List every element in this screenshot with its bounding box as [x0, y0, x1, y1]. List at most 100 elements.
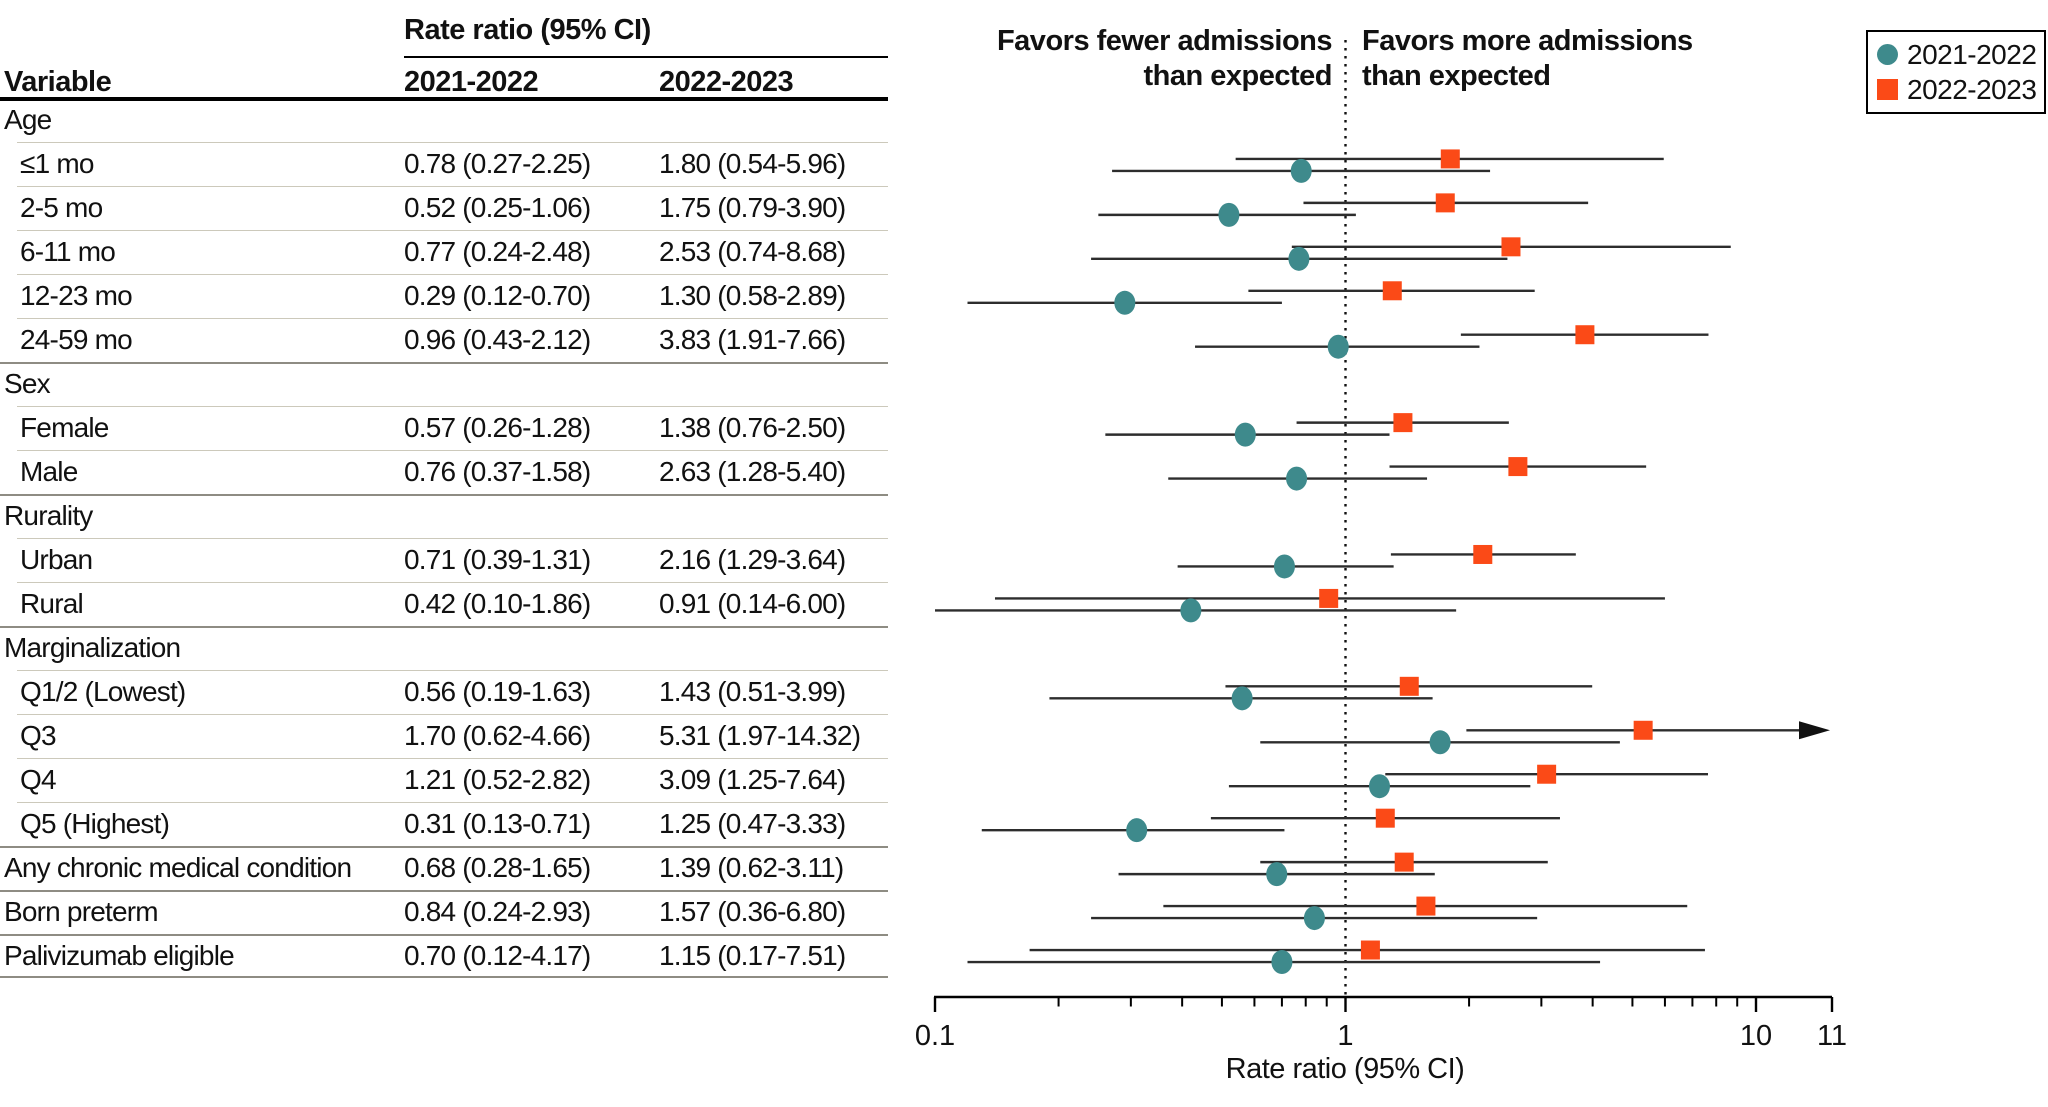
rate-ratio-2021-2022: 0.42 (0.10-1.86): [404, 587, 591, 619]
point-estimate-2022-2023: [1440, 149, 1460, 169]
table-row: Rural 0.42 (0.10-1.86) 0.91 (0.14-6.00): [0, 581, 888, 626]
rate-ratio-2022-2023: 1.15 (0.17-7.51): [659, 939, 846, 971]
table-row: Q3 1.70 (0.62-4.66) 5.31 (1.97-14.32): [0, 713, 888, 758]
row-label: Born preterm: [4, 895, 159, 927]
row-label: 24-59 mo: [20, 324, 133, 356]
table-bottom-rule: [0, 976, 888, 978]
point-estimate-2022-2023: [1319, 588, 1339, 608]
rate-ratio-2022-2023: 1.38 (0.76-2.50): [659, 412, 846, 444]
point-estimate-2022-2023: [1416, 896, 1436, 916]
point-estimate-2021-2022: [1266, 862, 1288, 887]
table-row: Palivizumab eligible 0.70 (0.12-4.17) 1.15…: [0, 933, 888, 978]
rate-ratio-2021-2022: 0.71 (0.39-1.31): [404, 543, 591, 575]
rate-ratio-2022-2023: 3.83 (1.91-7.66): [659, 324, 846, 356]
row-label: Rural: [20, 587, 84, 619]
point-estimate-2021-2022: [1429, 730, 1451, 755]
row-label: Q3: [20, 719, 57, 751]
legend-item-2022-2023: 2022-2023: [1877, 72, 2040, 107]
rate-ratio-2021-2022: 0.78 (0.27-2.25): [404, 148, 591, 180]
table-row: Q4 1.21 (0.52-2.82) 3.09 (1.25-7.64): [0, 757, 888, 802]
rate-ratio-2021-2022: 0.76 (0.37-1.58): [404, 456, 591, 488]
rate-ratio-2022-2023: 1.57 (0.36-6.80): [659, 895, 846, 927]
row-label: Any chronic medical condition: [4, 851, 352, 883]
rate-ratio-2022-2023: 2.53 (0.74-8.68): [659, 236, 846, 268]
table-row: Urban 0.71 (0.39-1.31) 2.16 (1.29-3.64): [0, 538, 888, 582]
row-label: 12-23 mo: [20, 280, 133, 312]
section-separator: [0, 494, 888, 497]
row-label: Q1/2 (Lowest): [20, 675, 186, 707]
point-estimate-2022-2023: [1360, 940, 1380, 960]
rate-ratio-2021-2022: 1.21 (0.52-2.82): [404, 763, 591, 795]
point-estimate-2021-2022: [1327, 334, 1349, 359]
table-row: Female 0.57 (0.26-1.28) 1.38 (0.76-2.50): [0, 406, 888, 450]
point-estimate-2021-2022: [1271, 950, 1293, 975]
x-tick-label: 1: [1337, 1020, 1353, 1052]
rate-ratio-2022-2023: 1.39 (0.62-3.11): [659, 851, 844, 883]
table-row: Born preterm 0.84 (0.24-2.93) 1.57 (0.36-6…: [0, 889, 888, 934]
point-estimate-2021-2022: [1114, 290, 1136, 315]
rate-ratio-2022-2023: 3.09 (1.25-7.64): [659, 763, 846, 795]
rate-ratio-2021-2022: 0.56 (0.19-1.63): [404, 675, 591, 707]
section-separator: [0, 933, 888, 936]
rate-ratio-2021-2022: 0.52 (0.25-1.06): [404, 192, 591, 224]
point-estimate-2021-2022: [1303, 906, 1325, 931]
table-group-row: Rurality: [0, 494, 888, 538]
row-separator: [17, 406, 888, 408]
table-group-row: Marginalization: [0, 625, 888, 670]
rate-ratio-2022-2023: 1.30 (0.58-2.89): [659, 280, 846, 312]
table-row: 24-59 mo 0.96 (0.43-2.12) 3.83 (1.91-7.66): [0, 318, 888, 362]
point-estimate-2021-2022: [1286, 466, 1308, 491]
row-separator: [17, 713, 888, 715]
x-tick-label: 10: [1740, 1020, 1772, 1052]
point-estimate-2021-2022: [1218, 202, 1240, 227]
legend-label: 2021-2022: [1907, 38, 2037, 70]
rate-ratio-2022-2023: 1.25 (0.47-3.33): [659, 807, 846, 839]
row-label: Urban: [20, 543, 93, 575]
row-label: Palivizumab eligible: [4, 939, 235, 971]
rate-ratio-2021-2022: 0.70 (0.12-4.17): [404, 939, 591, 971]
row-label: 6-11 mo: [20, 236, 116, 268]
row-separator: [17, 186, 888, 188]
rate-ratio-2021-2022: 1.70 (0.62-4.66): [404, 719, 591, 751]
rate-ratio-2022-2023: 5.31 (1.97-14.32): [659, 719, 861, 751]
row-separator: [17, 142, 888, 144]
row-label: Male: [20, 456, 78, 488]
column-header-2022-2023: 2022-2023: [659, 66, 794, 98]
rate-ratio-2022-2023: 2.63 (1.28-5.40): [659, 456, 846, 488]
point-estimate-2022-2023: [1508, 457, 1528, 477]
point-estimate-2021-2022: [1180, 598, 1202, 623]
section-separator: [0, 845, 888, 848]
row-label: Q5 (Highest): [20, 807, 170, 839]
x-tick-label: 11: [1817, 1020, 1847, 1052]
table-row: 6-11 mo 0.77 (0.24-2.48) 2.53 (0.74-8.68): [0, 230, 888, 274]
section-separator: [0, 625, 888, 628]
point-estimate-2022-2023: [1537, 764, 1557, 784]
x-axis-title: Rate ratio (95% CI): [1225, 1053, 1465, 1085]
point-estimate-2022-2023: [1394, 852, 1414, 872]
column-header-variable: Variable: [4, 66, 112, 98]
row-label: Q4: [20, 763, 57, 795]
row-label: Rurality: [4, 500, 93, 532]
point-estimate-2021-2022: [1126, 818, 1148, 843]
favors-more-label: Favors more admissions than expected: [1362, 25, 1693, 92]
point-estimate-2022-2023: [1435, 193, 1455, 213]
column-header-2021-2022: 2021-2022: [404, 66, 539, 98]
row-label: Sex: [4, 368, 51, 400]
point-estimate-2022-2023: [1501, 237, 1521, 257]
table-row: 2-5 mo 0.52 (0.25-1.06) 1.75 (0.79-3.90): [0, 186, 888, 230]
rate-ratio-2021-2022: 0.31 (0.13-0.71): [404, 807, 591, 839]
rate-ratio-2022-2023: 1.43 (0.51-3.99): [659, 675, 846, 707]
table-header-rule: [0, 97, 888, 101]
point-estimate-2021-2022: [1231, 686, 1253, 711]
row-label: Age: [4, 104, 52, 136]
favors-fewer-label: Favors fewer admissions than expected: [996, 25, 1333, 92]
table-row: Q5 (Highest) 0.31 (0.13-0.71) 1.25 (0.47-3…: [0, 801, 888, 846]
row-label: 2-5 mo: [20, 192, 103, 224]
point-estimate-2021-2022: [1290, 158, 1312, 183]
rate-ratio-2021-2022: 0.84 (0.24-2.93): [404, 895, 591, 927]
point-estimate-2022-2023: [1382, 281, 1402, 301]
point-estimate-2021-2022: [1368, 774, 1390, 799]
section-separator: [0, 889, 888, 892]
